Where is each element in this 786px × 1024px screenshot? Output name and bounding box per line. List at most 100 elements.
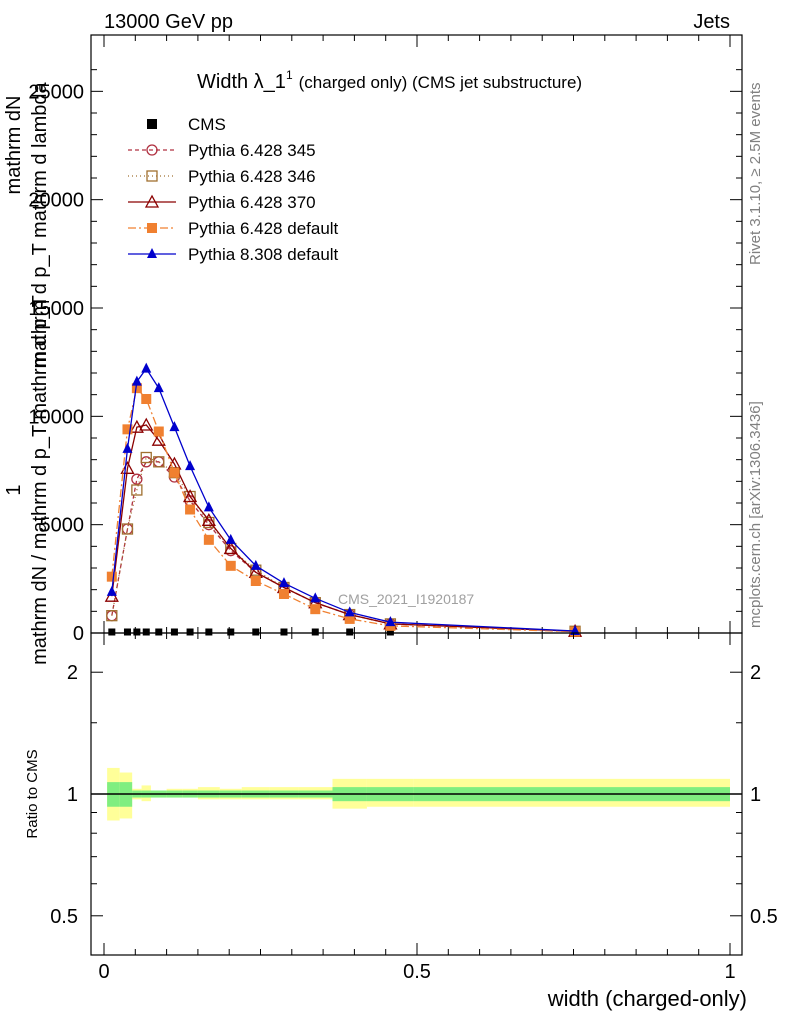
data-point [225, 533, 236, 544]
header-jets: Jets [693, 11, 730, 33]
data-point [121, 523, 134, 535]
data-point [344, 606, 355, 617]
data-point [252, 628, 260, 636]
legend-label: Pythia 6.428 346 [188, 167, 316, 186]
legend-label: Pythia 8.308 default [188, 245, 339, 264]
ylabel-denominator: mathrm dN / mathrm d p_T mathrm d p_T [29, 295, 51, 665]
mcplots-label: mcplots.cern.ch [arXiv:1306.3436] [747, 401, 764, 628]
data-point [146, 170, 158, 182]
rivet-label: Rivet 3.1.10, ≥ 2.5M events [747, 83, 764, 266]
data-point [106, 571, 117, 582]
data-point [346, 628, 354, 636]
ratio-y-tick-label: 0.5 [50, 906, 78, 928]
data-point [120, 460, 135, 474]
data-point [141, 362, 152, 373]
data-point [182, 489, 198, 503]
data-point [203, 534, 214, 545]
data-point [147, 223, 157, 233]
series-pythia-8-308-default [106, 362, 581, 636]
data-point [203, 501, 214, 512]
data-point [151, 432, 166, 446]
data-point [186, 628, 194, 636]
main-y-tick-labels: 0 5000 10000 15000 20000 25000 [28, 81, 84, 645]
y-tick-label: 15000 [28, 298, 84, 320]
data-point [153, 382, 164, 393]
y-tick-label: 10000 [28, 406, 84, 428]
data-point [278, 577, 289, 588]
header-energy: 13000 GeV pp [104, 11, 233, 33]
ylabel-upper: mathrm dN [3, 96, 25, 195]
data-point [185, 460, 196, 471]
data-point [225, 545, 237, 557]
plot-title-sup: 1 [286, 68, 293, 82]
data-point [106, 585, 117, 596]
analysis-watermark: CMS_2021_I1920187 [338, 591, 474, 607]
data-point [344, 613, 355, 624]
data-point [250, 576, 261, 586]
data-point [129, 419, 144, 433]
data-point [153, 426, 164, 437]
ylabel-one: 1 [3, 484, 25, 495]
data-point [153, 456, 165, 468]
ratio-y-label: Ratio to CMS [24, 749, 41, 838]
data-point [131, 383, 142, 394]
x-tick-label: 0 [98, 961, 109, 983]
plot-title: Width λ_11 (charged only) (CMS jet substr… [197, 68, 582, 93]
plot-title-rest: (charged only) (CMS jet substructure) [299, 73, 582, 92]
data-point [385, 616, 396, 627]
data-point [201, 512, 216, 526]
data-point [310, 604, 321, 615]
legend: CMS Pythia 6.428 345 Pythia 6.428 346 Pythi… [128, 115, 339, 264]
ratio-y-tick-label-right: 1 [750, 784, 761, 806]
ratio-y-tick-label-right: 2 [750, 662, 761, 684]
ratio-y-tick-labels: 0.5 0.5 1 1 2 2 [50, 662, 778, 928]
data-point [140, 451, 152, 464]
data-point [203, 516, 215, 529]
legend-label: CMS [188, 115, 226, 134]
data-point [131, 473, 143, 485]
legend-label: Pythia 6.428 default [188, 219, 339, 238]
data-point [144, 194, 160, 208]
data-point [147, 119, 157, 129]
data-point [386, 628, 394, 636]
data-point [131, 484, 143, 496]
x-axis-label: width (charged-only) [547, 986, 747, 1011]
ratio-axis-ticks [91, 633, 742, 955]
data-point [227, 628, 235, 636]
y-tick-label: 0 [73, 623, 84, 645]
data-point [142, 628, 150, 636]
legend-label: Pythia 6.428 370 [188, 193, 316, 212]
x-tick-label: 1 [724, 961, 735, 983]
y-tick-label: 25000 [28, 81, 84, 103]
data-point [170, 628, 178, 636]
data-point [223, 541, 238, 555]
main-y-label: 1 mathrm dN mathrm d p_T mathrm d lambda… [3, 81, 51, 664]
ratio-y-tick-label: 2 [67, 662, 78, 684]
data-point [225, 560, 236, 571]
x-tick-label: 0.5 [403, 961, 431, 983]
plot-title-main: Width λ_1 [197, 71, 286, 93]
data-point [133, 628, 141, 636]
data-point [106, 610, 118, 622]
data-point [169, 421, 180, 432]
data-point [122, 442, 133, 453]
x-tick-labels: 0 0.5 1 [98, 961, 735, 983]
data-point [139, 417, 154, 431]
data-point [185, 504, 196, 515]
data-point [278, 589, 289, 599]
data-point [131, 375, 142, 386]
data-point [146, 144, 158, 156]
legend-label: Pythia 6.428 345 [188, 141, 316, 160]
data-point [205, 628, 213, 636]
ratio-y-tick-label-right: 0.5 [750, 906, 778, 928]
ylabel-upper2: mathrm d p_T mathrm d lambda [29, 81, 51, 367]
data-point [147, 248, 157, 258]
data-point [169, 467, 180, 478]
data-point [122, 424, 133, 435]
ratio-y-tick-label: 1 [67, 784, 78, 806]
y-tick-label: 5000 [40, 515, 85, 537]
y-tick-label: 20000 [28, 190, 84, 212]
data-point [141, 394, 152, 404]
data-point [108, 628, 116, 636]
